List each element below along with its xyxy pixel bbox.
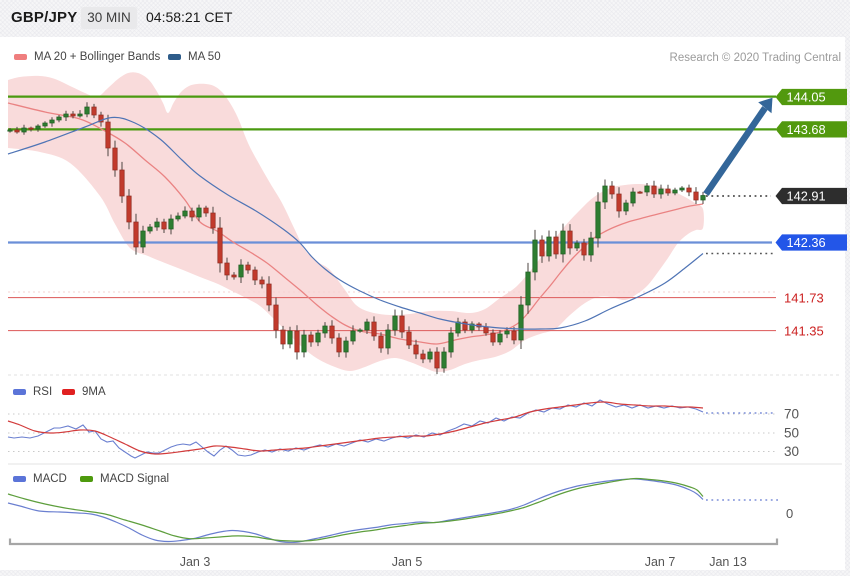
svg-text:Jan 7: Jan 7 xyxy=(645,555,676,569)
svg-text:Jan 13: Jan 13 xyxy=(709,555,747,569)
svg-text:50: 50 xyxy=(784,426,799,441)
svg-text:Jan 3: Jan 3 xyxy=(180,555,211,569)
svg-text:141.73: 141.73 xyxy=(784,290,824,305)
svg-text:Jan 5: Jan 5 xyxy=(392,555,423,569)
svg-text:142.91: 142.91 xyxy=(787,189,826,204)
svg-text:70: 70 xyxy=(784,407,799,422)
svg-text:143.68: 143.68 xyxy=(787,122,826,137)
svg-text:142.36: 142.36 xyxy=(787,235,826,250)
svg-text:144.05: 144.05 xyxy=(787,90,826,105)
svg-text:30: 30 xyxy=(784,444,799,459)
svg-text:0: 0 xyxy=(786,506,793,521)
svg-text:141.35: 141.35 xyxy=(784,323,824,338)
